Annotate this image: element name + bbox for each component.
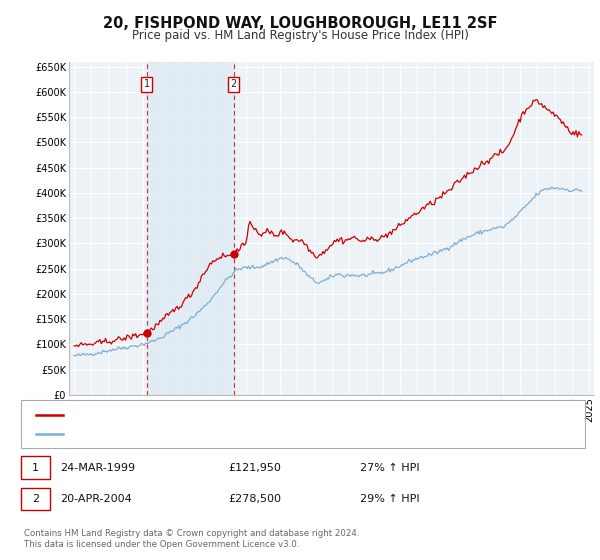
Text: HPI: Average price, detached house, Charnwood: HPI: Average price, detached house, Char… bbox=[69, 429, 305, 439]
Text: £278,500: £278,500 bbox=[228, 494, 281, 504]
Text: 27% ↑ HPI: 27% ↑ HPI bbox=[360, 463, 419, 473]
Text: 29% ↑ HPI: 29% ↑ HPI bbox=[360, 494, 419, 504]
Text: 20, FISHPOND WAY, LOUGHBOROUGH, LE11 2SF (detached house): 20, FISHPOND WAY, LOUGHBOROUGH, LE11 2SF… bbox=[69, 409, 394, 419]
Text: Price paid vs. HM Land Registry's House Price Index (HPI): Price paid vs. HM Land Registry's House … bbox=[131, 29, 469, 42]
Text: 2: 2 bbox=[230, 80, 237, 89]
Text: £121,950: £121,950 bbox=[228, 463, 281, 473]
Bar bbox=[147, 62, 234, 395]
Text: 2: 2 bbox=[32, 494, 39, 504]
Text: 1: 1 bbox=[143, 80, 150, 89]
Text: Contains HM Land Registry data © Crown copyright and database right 2024.
This d: Contains HM Land Registry data © Crown c… bbox=[24, 529, 359, 549]
Text: 24-MAR-1999: 24-MAR-1999 bbox=[60, 463, 135, 473]
Text: 20-APR-2004: 20-APR-2004 bbox=[60, 494, 132, 504]
Text: 20, FISHPOND WAY, LOUGHBOROUGH, LE11 2SF: 20, FISHPOND WAY, LOUGHBOROUGH, LE11 2SF bbox=[103, 16, 497, 31]
Text: 1: 1 bbox=[32, 463, 39, 473]
